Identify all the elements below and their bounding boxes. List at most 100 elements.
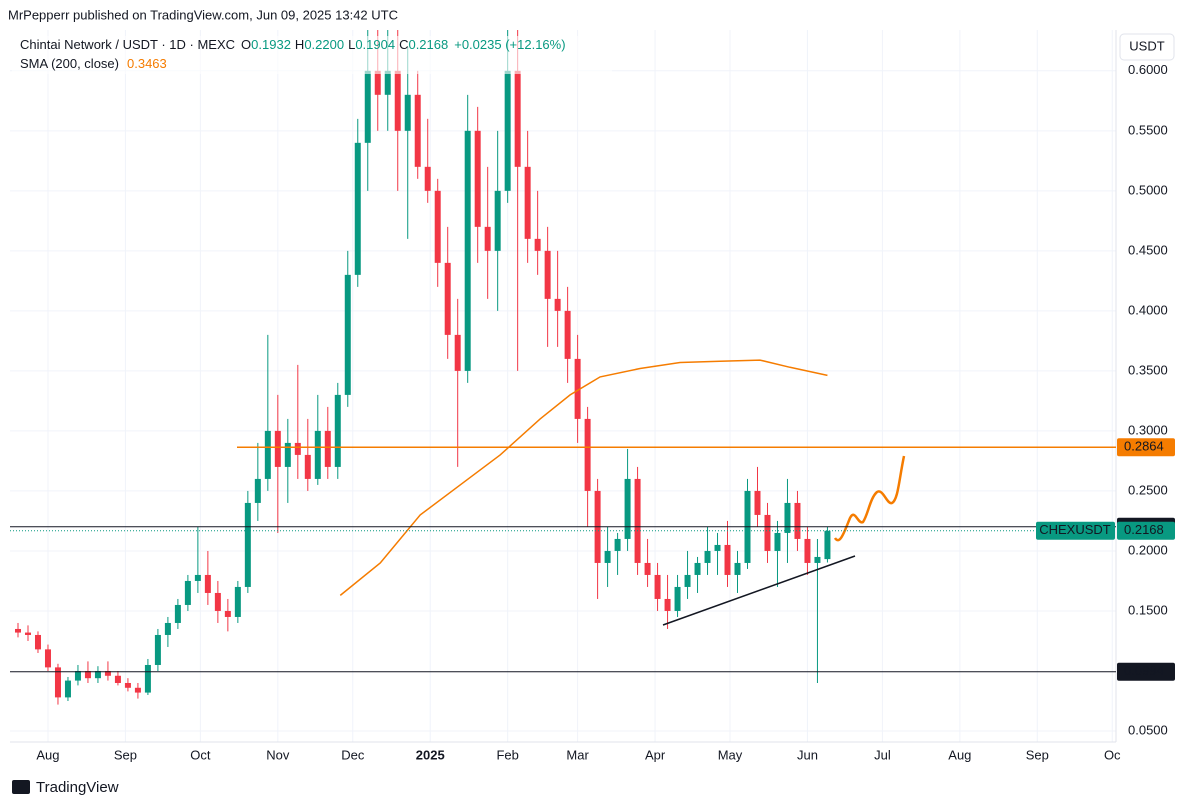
x-tick-label: Oc (1104, 747, 1121, 762)
candle-body (394, 70, 401, 131)
candle-body (674, 586, 681, 611)
candle-body (804, 538, 811, 563)
x-tick-label: Apr (645, 747, 666, 762)
candle-body (204, 574, 211, 593)
legend-sma: SMA (200, close) 0.3463 (20, 56, 167, 71)
candle-body (34, 634, 41, 650)
candle-body (694, 562, 701, 575)
candle-body (134, 687, 141, 693)
candle-body (184, 580, 191, 605)
x-tick-label: Mar (566, 747, 589, 762)
x-tick-label: Oct (190, 747, 211, 762)
candle-body (194, 574, 201, 581)
currency[interactable]: USDT (1129, 38, 1164, 53)
candle-body (354, 142, 361, 275)
y-tick-label: 0.3000 (1128, 422, 1168, 437)
candle-body (334, 394, 341, 467)
x-tick-label: Feb (496, 747, 518, 762)
candle-body (664, 598, 671, 611)
brand: TradingView (36, 779, 119, 796)
candle-body (684, 574, 691, 587)
candle-body (494, 190, 501, 251)
candle-body (814, 556, 821, 563)
x-tick-label: Nov (266, 747, 290, 762)
candle-body (454, 334, 461, 371)
price-label-box (1117, 521, 1175, 540)
candle-body (114, 675, 121, 683)
candle-body (234, 586, 241, 617)
y-tick-label: 0.3500 (1128, 362, 1168, 377)
candle-body (14, 628, 21, 633)
currency-box[interactable] (1119, 33, 1175, 61)
y-tick-label: 0.5500 (1128, 122, 1168, 137)
candle-body (154, 634, 161, 665)
candle-body (254, 478, 261, 503)
candle-body (164, 622, 171, 635)
candle-body (734, 562, 741, 575)
candle-body (244, 502, 251, 587)
candle-body (424, 166, 431, 191)
brand-logo (12, 780, 30, 794)
candle-body (324, 430, 331, 467)
price-label: 0.2168 (1124, 522, 1164, 537)
candle-body (754, 490, 761, 515)
candle-body (214, 592, 221, 611)
candle-body (564, 310, 571, 359)
candle-body (534, 238, 541, 251)
candle-body (764, 514, 771, 551)
candle-body (24, 632, 31, 635)
y-tick-label: 0.2500 (1128, 482, 1168, 497)
x-tick-label: Aug (948, 747, 971, 762)
c-value: 0.2168 (408, 37, 448, 52)
candle-body (44, 649, 51, 668)
candle-body (574, 358, 581, 419)
y-tick-label: 0.4000 (1128, 302, 1168, 317)
candle-body (104, 670, 111, 676)
candle-body (444, 262, 451, 335)
price-label-box (1117, 662, 1175, 681)
sma-line (339, 359, 828, 596)
candle-body (604, 550, 611, 563)
candle-body (144, 664, 151, 693)
candle-body (294, 442, 301, 455)
candle-body (794, 502, 801, 539)
candle-body (704, 550, 711, 563)
candle-body (304, 454, 311, 479)
candle-body (84, 670, 91, 679)
o-value: 0.1932 (251, 37, 291, 52)
sma-value: 0.3463 (127, 56, 167, 71)
candle-body (264, 430, 271, 479)
x-tick-label: 2025 (416, 747, 445, 762)
change-value: +0.0235 (+12.16%) (454, 37, 565, 52)
x-tick-label: May (718, 747, 743, 762)
candle-body (404, 94, 411, 131)
candle-body (434, 190, 441, 263)
legend-bg (12, 36, 612, 74)
candle-body (54, 667, 61, 698)
candle-body (174, 604, 181, 623)
candle-body (224, 610, 231, 617)
y-tick-label: 0.1500 (1128, 602, 1168, 617)
candle-body (714, 544, 721, 551)
l-value: 0.1904 (355, 37, 395, 52)
h-value: 0.2200 (304, 37, 344, 52)
price-label-box (1117, 438, 1175, 457)
candle-body (644, 562, 651, 575)
candle-body (314, 430, 321, 479)
publish-info: MrPepperr published on TradingView.com, … (8, 7, 398, 22)
symbol-title: Chintai Network / USDT · 1D · MEXC (20, 37, 235, 52)
candle-body (584, 418, 591, 491)
candle-body (284, 442, 291, 467)
o-label: O (241, 37, 251, 52)
candle-body (474, 130, 481, 227)
overlay: 0.6000 0.5500 0.5000 0.4500 0.4000 0.3500 0.30… (10, 62, 1175, 762)
l-label: L (348, 37, 355, 52)
price-label: 0.0994 (1124, 663, 1164, 678)
plot (14, 30, 831, 705)
candle-body (274, 430, 281, 467)
x-tick-label: Sep (1026, 747, 1049, 762)
y-tick-label: 0.6000 (1128, 62, 1168, 77)
candle-body (384, 70, 391, 95)
